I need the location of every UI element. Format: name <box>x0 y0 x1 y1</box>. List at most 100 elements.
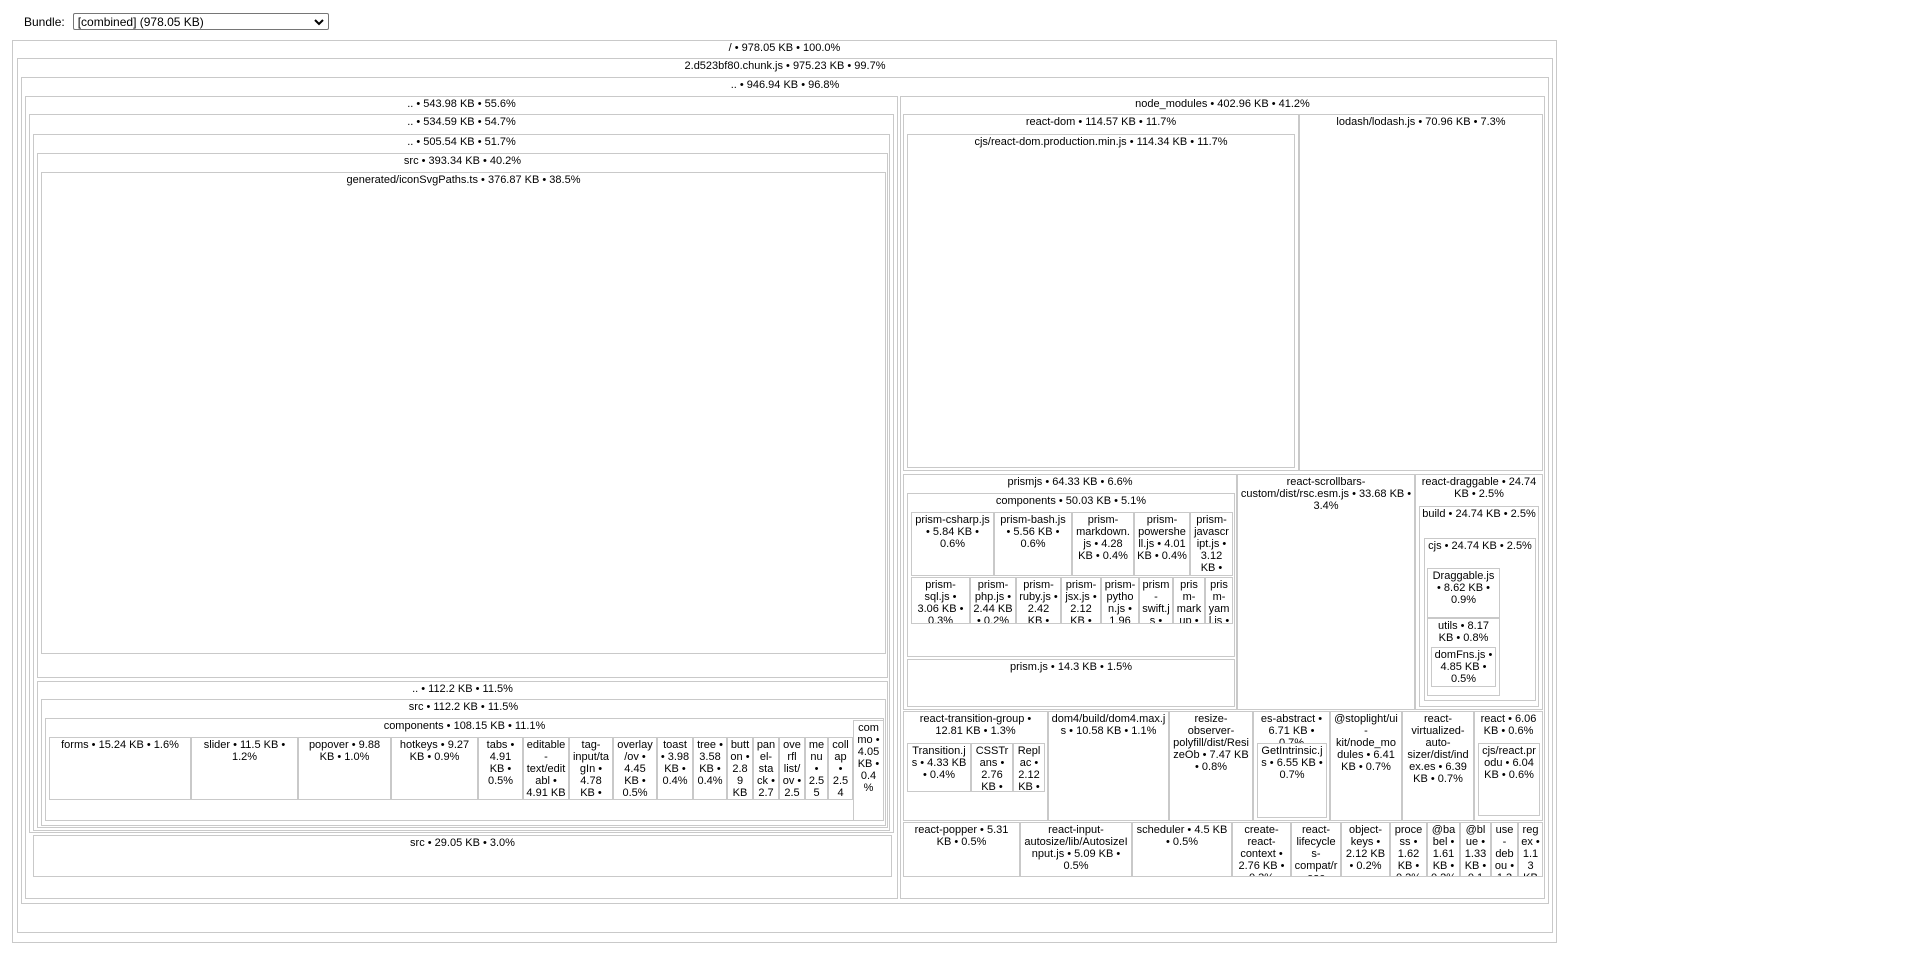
treemap-node-label: .. • 946.94 KB • 96.8% <box>730 79 840 91</box>
treemap-node[interactable]: panel-stack • 2.78 KB • <box>753 737 779 800</box>
treemap-node-label: prism-markdown.js • 4.28 KB • 0.4% <box>1076 514 1130 562</box>
treemap-node-label: cjs/react-dom.production.min.js • 114.34… <box>974 136 1228 148</box>
treemap-node[interactable]: react-virtualized-auto-sizer/dist/index.… <box>1402 711 1474 821</box>
treemap-node[interactable]: @stoplight/ui-kit/node_modules • 6.41 KB… <box>1330 711 1402 821</box>
treemap-node[interactable]: Transition.js • 4.33 KB • 0.4% <box>907 743 971 792</box>
treemap-node[interactable]: prism-bash.js • 5.56 KB • 0.6% <box>994 512 1072 576</box>
treemap-node[interactable]: overfl list/ov • 2.59 KB • <box>779 737 805 800</box>
treemap-node[interactable]: prism-jsx.js • 2.12 KB • 0.2% <box>1061 577 1101 624</box>
treemap-node-label: Replac • 2.12 KB • 0.2% <box>1017 745 1041 792</box>
treemap-node[interactable]: collap • 2.54 KB • 0.3% <box>828 737 853 800</box>
treemap-node[interactable]: @blue • 1.33 KB • 0.1% <box>1460 822 1491 877</box>
treemap-node[interactable]: commo • 4.05 KB • 0.4% <box>853 720 884 821</box>
treemap-node-label: 2.d523bf80.chunk.js • 975.23 KB • 99.7% <box>684 60 886 72</box>
treemap-node[interactable]: Draggable.js • 8.62 KB • 0.9% <box>1427 568 1500 618</box>
treemap-node-label: build • 24.74 KB • 2.5% <box>1422 508 1536 520</box>
treemap-node-label: prism.js • 14.3 KB • 1.5% <box>1009 661 1133 673</box>
treemap-node[interactable]: Replac • 2.12 KB • 0.2% <box>1013 743 1045 792</box>
treemap-node[interactable]: slider • 11.5 KB • 1.2% <box>191 737 298 800</box>
treemap-node[interactable]: overlay/ov • 4.45 KB • 0.5% <box>613 737 657 800</box>
bundle-selector-bar: Bundle: [combined] (978.05 KB) <box>24 13 329 30</box>
treemap-node-label: prism-php.js • 2.44 KB • 0.2% <box>973 579 1013 624</box>
treemap-node[interactable]: react-scrollbars-custom/dist/rsc.esm.js … <box>1237 474 1415 710</box>
treemap-node[interactable]: prism-php.js • 2.44 KB • 0.2% <box>970 577 1016 624</box>
treemap-node-label: editable-text/editabl • 4.91 KB • 0.5% <box>526 739 566 799</box>
treemap-node[interactable]: regex • 1.13 KB • 0.1% <box>1518 822 1543 877</box>
treemap-node[interactable]: prism-csharp.js • 5.84 KB • 0.6% <box>911 512 994 576</box>
treemap-node-label: resize-observer-polyfill/dist/ResizeOb •… <box>1173 713 1249 773</box>
treemap-node-label: tag-input/tagIn • 4.78 KB • 0.5% <box>572 739 610 799</box>
treemap-node-label: slider • 11.5 KB • 1.2% <box>203 739 286 763</box>
treemap-node-label: components • 50.03 KB • 5.1% <box>995 495 1147 507</box>
treemap-node-label: hotkeys • 9.27 KB • 0.9% <box>399 739 470 763</box>
treemap-node[interactable]: menu • 2.55 KB • 0.3% <box>805 737 828 800</box>
treemap-node[interactable]: react-popper • 5.31 KB • 0.5% <box>903 822 1020 877</box>
treemap-node-label: prism-bash.js • 5.56 KB • 0.6% <box>1000 514 1066 550</box>
treemap-node[interactable]: prism-sql.js • 3.06 KB • 0.3% <box>911 577 970 624</box>
treemap-node[interactable]: prism-powershell.js • 4.01 KB • 0.4% <box>1134 512 1190 576</box>
treemap-node[interactable]: popover • 9.88 KB • 1.0% <box>298 737 391 800</box>
bundle-select-value: [combined] (978.05 KB) <box>77 14 204 29</box>
treemap-node-label: tabs • 4.91 KB • 0.5% <box>486 739 515 787</box>
bundle-select[interactable]: [combined] (978.05 KB) <box>72 13 329 30</box>
treemap-node[interactable]: dom4/build/dom4.max.js • 10.58 KB • 1.1% <box>1048 711 1169 821</box>
treemap-node[interactable]: tag-input/tagIn • 4.78 KB • 0.5% <box>569 737 613 800</box>
treemap-node-label: dom4/build/dom4.max.js • 10.58 KB • 1.1% <box>1051 713 1166 737</box>
treemap-node[interactable]: prism-ruby.js • 2.42 KB • 0.2% <box>1016 577 1061 624</box>
treemap-node[interactable]: scheduler • 4.5 KB • 0.5% <box>1132 822 1232 877</box>
treemap-node-label: prism-markup • 1.67 KB • <box>1176 579 1202 624</box>
treemap-node[interactable]: prism-javascript.js • 3.12 KB • 0.3% <box>1190 512 1233 576</box>
treemap-node[interactable]: @babel • 1.61 KB • 0.2% <box>1427 822 1460 877</box>
treemap-node[interactable]: tree • 3.58 KB • 0.4% <box>693 737 727 800</box>
treemap-node[interactable]: use-debou • 1.33 KB • 0.1% <box>1491 822 1518 877</box>
treemap-node[interactable]: forms • 15.24 KB • 1.6% <box>49 737 191 800</box>
treemap-node-label: generated/iconSvgPaths.ts • 376.87 KB • … <box>346 174 581 186</box>
treemap-node[interactable]: tabs • 4.91 KB • 0.5% <box>478 737 523 800</box>
treemap-node-label: process • 1.62 KB • 0.2% <box>1394 824 1423 876</box>
treemap-node-label: src • 29.05 KB • 3.0% <box>410 837 515 849</box>
treemap-node-label: prism-powershell.js • 4.01 KB • 0.4% <box>1137 514 1187 562</box>
treemap-node[interactable]: domFns.js • 4.85 KB • 0.5% <box>1431 647 1496 687</box>
treemap-node[interactable]: editable-text/editabl • 4.91 KB • 0.5% <box>523 737 569 800</box>
treemap-node-label: prism-javascript.js • 3.12 KB • 0.3% <box>1194 514 1229 575</box>
treemap-node-label: @blue • 1.33 KB • 0.1% <box>1464 824 1487 876</box>
treemap-node-label: src • 393.34 KB • 40.2% <box>403 155 522 167</box>
treemap-node-label: @stoplight/ui-kit/node_modules • 6.41 KB… <box>1334 713 1398 773</box>
treemap-node[interactable]: toast • 3.98 KB • 0.4% <box>657 737 693 800</box>
treemap-node[interactable]: react-lifecycles-compat/reac lifecycles-… <box>1291 822 1341 877</box>
treemap-node[interactable]: GetIntrinsic.js • 6.55 KB • 0.7% <box>1257 743 1327 818</box>
treemap-node[interactable]: process • 1.62 KB • 0.2% <box>1390 822 1427 877</box>
treemap-node[interactable]: prism-swift.js • 1.72 KB • <box>1139 577 1173 624</box>
treemap-node-label: prism-yaml.js • 1.54 KB • <box>1208 579 1230 624</box>
treemap-node[interactable]: hotkeys • 9.27 KB • 0.9% <box>391 737 478 800</box>
treemap-node-label: forms • 15.24 KB • 1.6% <box>61 739 179 751</box>
treemap-node-label: react-scrollbars-custom/dist/rsc.esm.js … <box>1240 476 1412 512</box>
treemap-node-label: lodash/lodash.js • 70.96 KB • 7.3% <box>1336 116 1506 128</box>
treemap-node-label: Draggable.js • 8.62 KB • 0.9% <box>1432 570 1495 606</box>
treemap-node-label: / • 978.05 KB • 100.0% <box>728 42 841 54</box>
treemap-node-label: domFns.js • 4.85 KB • 0.5% <box>1434 649 1493 685</box>
treemap-node[interactable]: lodash/lodash.js • 70.96 KB • 7.3% <box>1299 114 1543 471</box>
treemap-node[interactable]: prism-python.js • 1.96 KB • <box>1101 577 1139 624</box>
treemap-node[interactable]: create-react-context • 2.76 KB • 0.3% <box>1232 822 1291 877</box>
treemap-node-label: react • 6.06 KB • 0.6% <box>1480 713 1537 737</box>
treemap-node[interactable]: generated/iconSvgPaths.ts • 376.87 KB • … <box>41 172 886 654</box>
treemap-node[interactable]: object-keys • 2.12 KB • 0.2% <box>1341 822 1390 877</box>
treemap-node-label: prism-python.js • 1.96 KB • <box>1104 579 1136 624</box>
treemap-node[interactable]: prism-markdown.js • 4.28 KB • 0.4% <box>1072 512 1134 576</box>
treemap-node-label: prism-jsx.js • 2.12 KB • 0.2% <box>1065 579 1097 624</box>
treemap-node-label: .. • 112.2 KB • 11.5% <box>412 683 513 695</box>
treemap-node-label: components • 108.15 KB • 11.1% <box>383 720 546 732</box>
treemap-node[interactable]: button • 2.89 KB • 0.3% <box>727 737 753 800</box>
treemap-node[interactable]: src • 29.05 KB • 3.0% <box>33 835 892 877</box>
treemap-node[interactable]: prism-yaml.js • 1.54 KB • <box>1205 577 1233 624</box>
treemap-node-label: Transition.js • 4.33 KB • 0.4% <box>911 745 967 781</box>
treemap-node[interactable]: react-input-autosize/lib/AutosizeInput.j… <box>1020 822 1132 877</box>
treemap-node[interactable]: resize-observer-polyfill/dist/ResizeOb •… <box>1169 711 1253 821</box>
treemap-node[interactable]: CSSTrans • 2.76 KB • 0.3% <box>971 743 1013 792</box>
treemap-node[interactable]: prism.js • 14.3 KB • 1.5% <box>907 659 1235 707</box>
treemap-node[interactable]: prism-markup • 1.67 KB • <box>1173 577 1205 624</box>
treemap-node-label: tree • 3.58 KB • 0.4% <box>697 739 723 787</box>
treemap-node[interactable]: cjs/react.produ • 6.04 KB • 0.6% <box>1478 743 1540 816</box>
treemap-node[interactable]: cjs/react-dom.production.min.js • 114.34… <box>907 134 1295 468</box>
